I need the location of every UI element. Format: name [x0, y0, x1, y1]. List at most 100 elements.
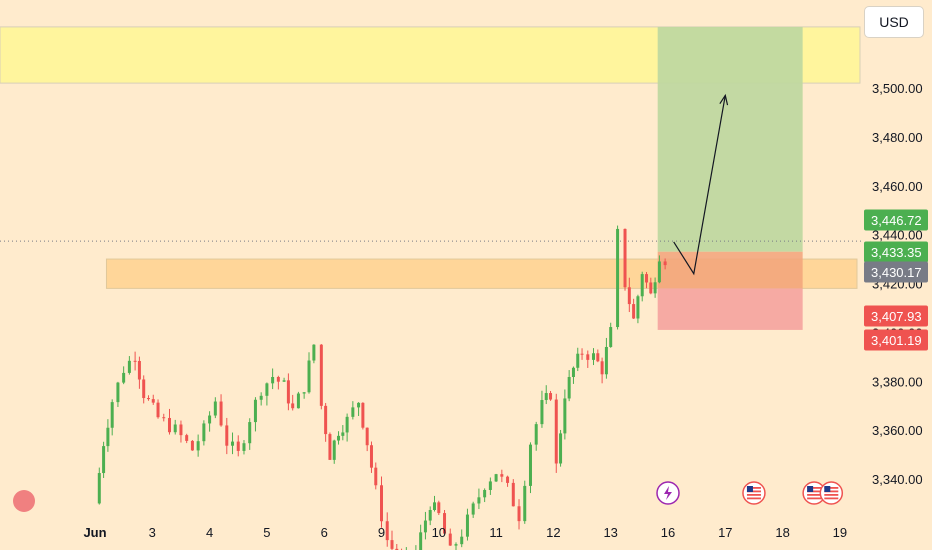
candle — [137, 360, 141, 380]
candle — [173, 424, 177, 433]
y-tick-label: 3,360.00 — [872, 423, 923, 438]
candle — [276, 377, 280, 382]
x-tick-label: 6 — [321, 525, 328, 540]
candle — [448, 533, 452, 546]
candle — [554, 399, 558, 464]
candle — [632, 304, 636, 319]
x-tick-label: 9 — [378, 525, 385, 540]
candle — [97, 473, 101, 504]
flag-stripe — [807, 490, 822, 493]
lightning-glyph — [664, 486, 672, 500]
us-flag-icon[interactable] — [819, 481, 844, 505]
currency-button[interactable]: USD — [864, 6, 924, 38]
x-tick-label: 18 — [775, 525, 789, 540]
flag-canton — [824, 486, 831, 492]
candle — [319, 344, 323, 406]
flag-stripe — [746, 494, 761, 496]
candle — [653, 282, 657, 294]
candle — [196, 441, 200, 451]
candle — [523, 485, 527, 522]
candle — [517, 506, 521, 522]
candle — [600, 361, 604, 375]
candle — [190, 440, 194, 451]
candle — [151, 399, 155, 403]
candle — [663, 261, 667, 266]
candle — [609, 327, 613, 347]
candle — [636, 296, 640, 319]
candle — [592, 353, 596, 360]
price-tag[interactable] — [864, 261, 928, 283]
price-tag-label: 3,401.19 — [871, 333, 922, 348]
candle — [208, 415, 212, 424]
candle — [345, 416, 349, 433]
candle — [494, 474, 498, 482]
flag-stripe — [824, 497, 839, 500]
price-tag-label: 3,433.35 — [871, 245, 922, 260]
flag-stripe — [746, 497, 761, 500]
candle — [437, 502, 441, 514]
candle — [623, 228, 627, 288]
candle — [395, 548, 399, 550]
candle — [488, 481, 492, 490]
candle — [460, 536, 464, 545]
price-tag[interactable] — [864, 241, 928, 263]
price-tag[interactable] — [864, 305, 928, 327]
price-tag-label: 3,430.17 — [871, 265, 922, 280]
candle — [242, 443, 246, 451]
candle — [296, 393, 300, 409]
candle — [477, 497, 481, 504]
x-tick-label: 10 — [432, 525, 446, 540]
candle — [443, 513, 447, 534]
candle — [351, 407, 355, 417]
x-tick-label: 4 — [206, 525, 213, 540]
candle — [540, 400, 544, 425]
x-tick-label: 5 — [263, 525, 270, 540]
candle — [156, 402, 160, 418]
candle — [102, 446, 106, 474]
price-tag-label: 3,446.72 — [871, 213, 922, 228]
candle — [559, 433, 563, 464]
price-tag[interactable] — [864, 329, 928, 351]
candle — [253, 399, 257, 423]
alert-dot[interactable] — [13, 490, 35, 512]
candle — [365, 427, 369, 446]
projection-arrow-head — [719, 93, 729, 106]
candle — [179, 424, 183, 436]
candle — [225, 425, 229, 446]
candle — [271, 377, 275, 384]
price-tag[interactable] — [864, 209, 928, 231]
candle — [122, 372, 126, 383]
candle — [185, 435, 189, 441]
candle — [110, 402, 114, 428]
candle — [282, 380, 286, 382]
candle — [528, 444, 532, 486]
flag-stripe — [824, 494, 839, 496]
candle — [127, 360, 131, 373]
candle — [500, 474, 504, 477]
candle — [571, 367, 575, 377]
candle — [248, 422, 252, 444]
candle — [596, 353, 600, 362]
flag-canton — [807, 486, 814, 492]
candle — [506, 476, 510, 483]
candle — [106, 427, 110, 447]
us-flag-icon[interactable] — [742, 481, 766, 505]
candle — [483, 489, 487, 498]
y-tick-label: 3,480.00 — [872, 130, 923, 145]
candle — [369, 445, 373, 468]
candle — [649, 282, 653, 294]
candle — [549, 393, 553, 400]
x-tick-label: 12 — [546, 525, 560, 540]
candle — [302, 392, 306, 394]
x-tick-label: 11 — [489, 525, 503, 540]
flag-stripe — [807, 494, 822, 496]
candle — [312, 344, 316, 361]
candle — [604, 346, 608, 375]
candle — [202, 423, 206, 442]
candle — [640, 274, 644, 297]
x-tick-label: 17 — [718, 525, 732, 540]
x-tick-label: Jun — [83, 525, 106, 540]
x-tick-label: 3 — [149, 525, 156, 540]
candle — [231, 441, 235, 446]
